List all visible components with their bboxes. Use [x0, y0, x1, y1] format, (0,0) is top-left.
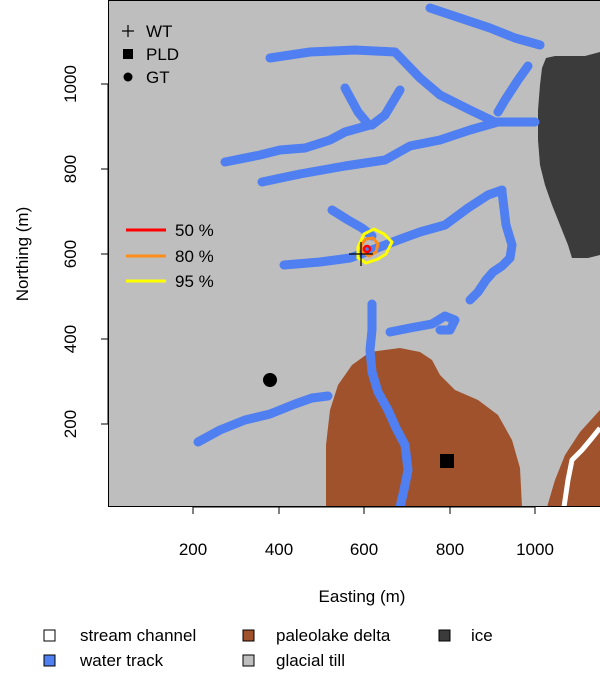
stream-channel: [561, 426, 600, 507]
y-tick-labels: 1000 800 600 400 200: [61, 65, 80, 438]
contour-legend: 50 % 80 % 95 %: [126, 221, 214, 291]
water-track: [425, 3, 545, 50]
contour-80: [359, 236, 380, 258]
x-axis-label: Easting (m): [319, 587, 406, 606]
legend-contour-80-label: 80 %: [175, 247, 214, 266]
x-tick-label: 200: [179, 540, 207, 559]
land-cover-legend: stream channel paleolake delta ice water…: [43, 626, 493, 670]
x-tick-label: 800: [436, 540, 464, 559]
y-axis-label: Northing (m): [13, 207, 32, 301]
legend-wt-label: WT: [146, 22, 172, 41]
contour-50: [362, 244, 372, 254]
x-tick-label: 1000: [516, 540, 554, 559]
kernel-contours: [356, 227, 394, 265]
water-track: [193, 391, 333, 447]
contour-95: [356, 227, 394, 265]
x-tick-label: 600: [350, 540, 378, 559]
map-panel: WT PLD GT 50 % 80 % 95 %: [108, 0, 600, 507]
water-track: [340, 83, 373, 129]
water-track: [367, 185, 507, 255]
water-track: [220, 120, 375, 167]
water-track: [385, 311, 460, 337]
wt-point: [349, 242, 373, 266]
y-tick-label: 1000: [61, 65, 80, 103]
y-tick-label: 800: [61, 155, 80, 183]
y-tick-label: 600: [61, 240, 80, 268]
ice-area: [538, 52, 600, 258]
legend-stream-channel-swatch: [43, 629, 56, 642]
legend-ice-label: ice: [471, 626, 493, 645]
water-track: [265, 45, 540, 127]
gt-point: [263, 373, 277, 387]
water-track: [365, 299, 413, 507]
legend-water-track-label: water track: [79, 651, 164, 670]
legend-gt-label: GT: [146, 68, 170, 87]
y-tick-label: 200: [61, 410, 80, 438]
y-tick-label: 400: [61, 325, 80, 353]
legend-wt-symbol: [122, 25, 134, 37]
x-tick-labels: 200 400 600 800 1000: [179, 540, 554, 559]
legend-contour-95-label: 95 %: [175, 272, 214, 291]
legend-pld-label: PLD: [146, 45, 179, 64]
water-track: [257, 117, 503, 187]
water-track: [465, 187, 517, 305]
x-tick-label: 400: [265, 540, 293, 559]
legend-paleolake-delta-swatch: [242, 629, 255, 642]
pld-point: [440, 454, 454, 468]
legend-ice-swatch: [438, 629, 451, 642]
legend-stream-channel-label: stream channel: [80, 626, 196, 645]
legend-gt-symbol: [123, 72, 133, 82]
water-track: [367, 85, 405, 130]
legend-pld-symbol: [123, 49, 133, 59]
y-axis: [101, 83, 109, 425]
legend-contour-50-label: 50 %: [175, 221, 214, 240]
legend-glacial-till-swatch: [242, 654, 255, 667]
point-legend: WT PLD GT: [122, 22, 179, 87]
x-axis: [192, 506, 536, 514]
legend-paleolake-delta-label: paleolake delta: [276, 626, 391, 645]
legend-water-track-swatch: [43, 654, 56, 667]
water-tracks: [193, 3, 545, 507]
water-track: [493, 61, 533, 117]
legend-glacial-till-label: glacial till: [276, 651, 345, 670]
